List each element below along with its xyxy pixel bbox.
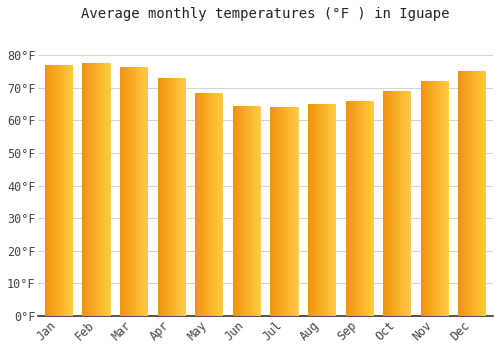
Title: Average monthly temperatures (°F ) in Iguape: Average monthly temperatures (°F ) in Ig… <box>82 7 450 21</box>
